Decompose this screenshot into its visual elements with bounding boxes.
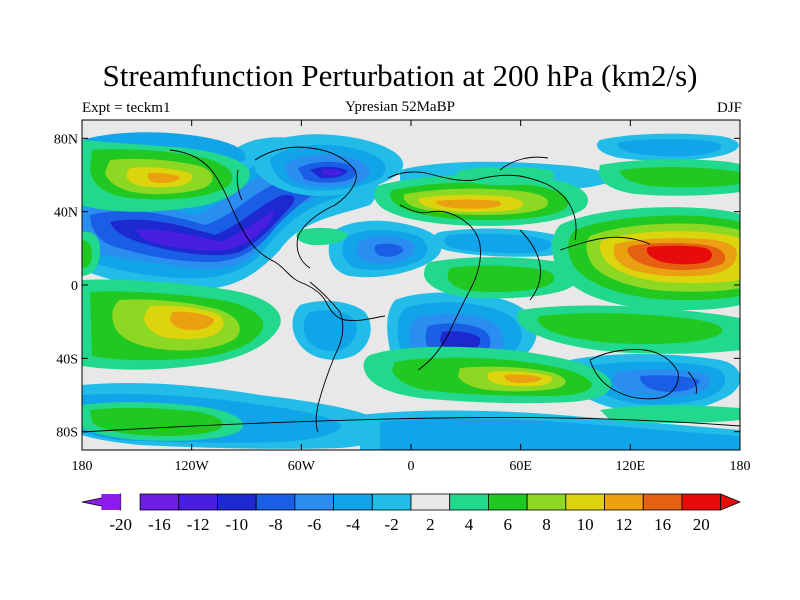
- colorbar-segment: [526, 493, 567, 511]
- colorbar-segment: [255, 493, 296, 511]
- colorbar-segment: [178, 493, 218, 511]
- x-tick-label: 60W: [288, 459, 316, 474]
- south-pacific-high: [82, 279, 281, 370]
- colorbar-label: -6: [307, 515, 321, 534]
- atlantic-south-low: [292, 300, 371, 360]
- x-tick-label: 60E: [509, 459, 532, 474]
- colorbar-label: 12: [615, 515, 632, 534]
- colorbar-label: -16: [148, 515, 171, 534]
- colorbar-segment: [488, 493, 528, 511]
- colorbar-label: 8: [542, 515, 551, 534]
- colorbar-segment: [139, 493, 180, 511]
- colorbar-label: 2: [426, 515, 435, 534]
- colorbar-label: 20: [693, 515, 710, 534]
- colorbar-segment: [371, 493, 412, 511]
- y-tick-label: 40S: [56, 352, 78, 367]
- contour-fill-layer: [82, 132, 740, 450]
- southern-greens: [82, 231, 740, 441]
- period-label: Ypresian 52MaBP: [345, 99, 455, 115]
- colorbar-segment: [217, 493, 257, 511]
- coastlines: [82, 146, 740, 433]
- colorbar-segment: [294, 493, 334, 511]
- y-tick-label: 80S: [56, 426, 78, 441]
- west-pacific-high: [552, 207, 740, 311]
- colorbar-label: -12: [187, 515, 210, 534]
- x-tick-label: 180: [72, 459, 93, 474]
- colorbar-segment: [604, 493, 644, 511]
- y-tick-label: 80N: [54, 132, 78, 147]
- atlantic-tropical-low: [328, 220, 442, 278]
- colorbar-segment: [681, 493, 722, 511]
- y-tick-label: 40N: [54, 206, 78, 221]
- colorbar-segment: [449, 493, 489, 511]
- y-tick-label: 0: [71, 279, 78, 294]
- colorbar-label: 6: [504, 515, 513, 534]
- colorbar-segment: [410, 493, 451, 511]
- colorbar-label: 10: [577, 515, 594, 534]
- north-atlantic-low: [255, 134, 404, 196]
- colorbar-label: -10: [225, 515, 248, 534]
- europe-high: [374, 174, 588, 226]
- colorbar-segment: [565, 493, 605, 511]
- colorbar-label: 4: [465, 515, 474, 534]
- colorbar-label: -4: [346, 515, 361, 534]
- colorbar: -20 -16 -12 -10 -8 -6 -4 -2 2 4 6 8 10 12 16 20: [81, 493, 742, 534]
- colorbar-label: -2: [385, 515, 399, 534]
- axis-ticks: 180 120W 60W 0 60E 120E 180 80N 40N 0 40S 80S: [54, 120, 751, 474]
- north-pacific-east-greens: [296, 159, 740, 246]
- south-indian-high: [363, 346, 611, 404]
- colorbar-label: -20: [109, 515, 132, 534]
- x-tick-label: 120E: [616, 459, 646, 474]
- colorbar-label: 16: [654, 515, 671, 534]
- chart-title: Streamfunction Perturbation at 200 hPa (…: [102, 58, 698, 93]
- north-pacific-high: [82, 140, 250, 212]
- x-tick-label: 120W: [175, 459, 210, 474]
- experiment-label: Expt = teckm1: [82, 100, 171, 116]
- colorbar-segment-first: [101, 494, 121, 510]
- colorbar-segment: [642, 493, 683, 511]
- colorbar-max-triangle: [720, 493, 742, 511]
- x-tick-label: 180: [730, 459, 751, 474]
- colorbar-label: -8: [268, 515, 282, 534]
- x-tick-label: 0: [408, 459, 415, 474]
- colorbar-segment: [333, 493, 373, 511]
- season-label: DJF: [716, 100, 742, 116]
